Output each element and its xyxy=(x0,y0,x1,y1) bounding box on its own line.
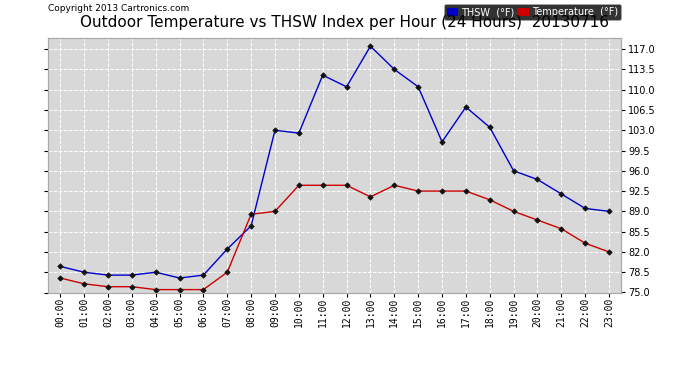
Text: Outdoor Temperature vs THSW Index per Hour (24 Hours)  20130716: Outdoor Temperature vs THSW Index per Ho… xyxy=(81,15,609,30)
Text: Copyright 2013 Cartronics.com: Copyright 2013 Cartronics.com xyxy=(48,4,190,13)
Legend: THSW  (°F), Temperature  (°F): THSW (°F), Temperature (°F) xyxy=(444,4,621,20)
